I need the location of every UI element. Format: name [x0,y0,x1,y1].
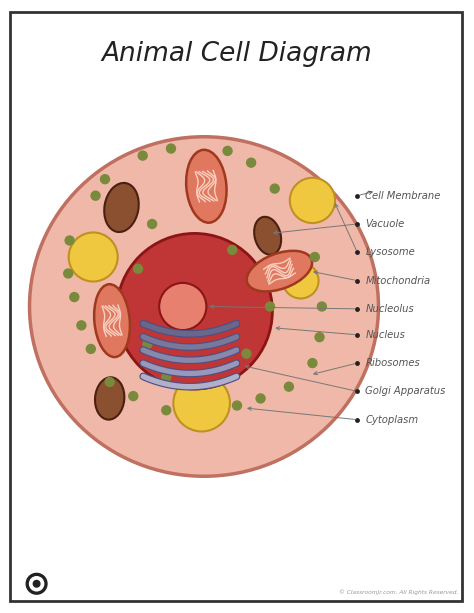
Ellipse shape [186,150,227,223]
Text: Cell Membrane: Cell Membrane [365,191,441,200]
Circle shape [283,262,319,299]
Circle shape [265,302,274,311]
Circle shape [159,283,206,330]
Circle shape [64,269,73,278]
Circle shape [105,378,114,386]
Circle shape [77,321,86,330]
Circle shape [129,392,138,400]
Circle shape [91,191,100,200]
Ellipse shape [29,137,378,476]
Circle shape [162,373,171,382]
Circle shape [270,184,279,193]
Circle shape [308,359,317,368]
Circle shape [86,345,95,354]
Circle shape [173,375,230,432]
Circle shape [69,232,118,281]
Text: Nucleolus: Nucleolus [365,304,414,314]
Circle shape [310,253,319,262]
Ellipse shape [94,284,130,357]
Circle shape [223,147,232,155]
Circle shape [315,333,324,341]
Text: Animal Cell Diagram: Animal Cell Diagram [101,41,373,67]
Circle shape [33,581,40,587]
Circle shape [228,245,237,254]
Circle shape [143,340,152,349]
Circle shape [117,234,273,389]
Text: © ClassroomJr.com. All Rights Reserved.: © ClassroomJr.com. All Rights Reserved. [339,590,459,595]
Circle shape [26,573,47,594]
Circle shape [65,236,74,245]
Text: Mitochondria: Mitochondria [365,276,430,286]
Text: Golgi Apparatus: Golgi Apparatus [365,386,446,397]
Circle shape [100,175,109,184]
Text: Vacuole: Vacuole [365,219,404,229]
Circle shape [70,292,79,302]
Circle shape [147,219,156,229]
Circle shape [246,158,255,167]
Circle shape [290,178,335,223]
Ellipse shape [104,183,139,232]
Text: Nucleus: Nucleus [365,330,405,340]
Circle shape [29,577,44,591]
Circle shape [233,401,241,410]
Ellipse shape [254,217,281,255]
Ellipse shape [95,377,124,420]
Circle shape [256,394,265,403]
Circle shape [242,349,251,358]
Ellipse shape [247,251,312,291]
Circle shape [162,406,171,415]
Circle shape [138,151,147,160]
Circle shape [284,382,293,391]
Text: Cytoplasm: Cytoplasm [365,414,419,425]
Text: Ribosomes: Ribosomes [365,358,420,368]
Circle shape [318,302,327,311]
Circle shape [166,144,175,153]
Text: Lysosome: Lysosome [365,247,415,257]
Circle shape [134,264,143,273]
